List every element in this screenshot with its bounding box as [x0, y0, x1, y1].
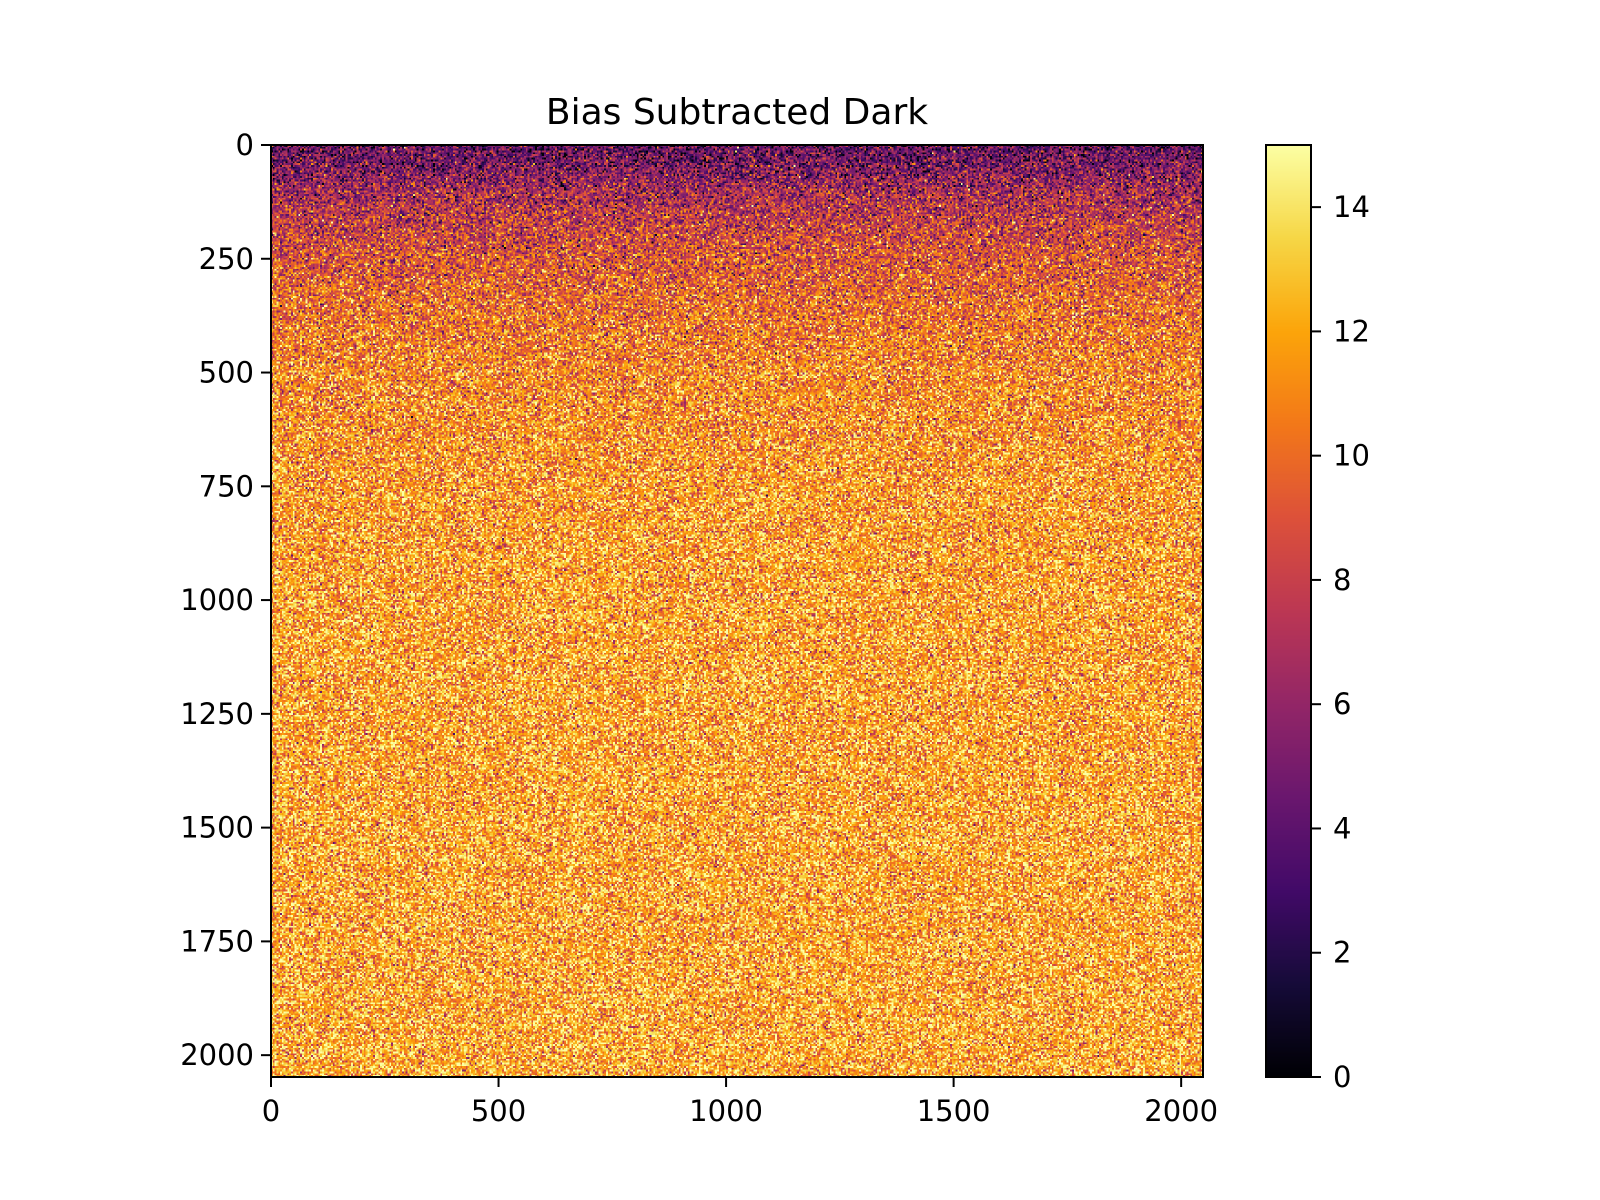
colorbar-border	[1265, 144, 1312, 1078]
x-axis: 0 500 1000 1500 2000	[262, 1077, 1218, 1128]
colorbar-tick-label: 2	[1333, 936, 1351, 970]
y-axis: 0 250 500 750 1000 1250 1500 1750 2000	[180, 128, 271, 1072]
y-tick-label: 1500	[180, 811, 254, 845]
colorbar: 0 2 4 6 8 10 12 14	[1265, 144, 1370, 1094]
y-tick-label: 0	[236, 128, 254, 162]
colorbar-axis: 0 2 4 6 8 10 12 14	[1311, 190, 1370, 1094]
x-tick-label: 500	[471, 1094, 526, 1128]
y-tick-label: 1750	[180, 924, 254, 958]
y-tick-label: 1250	[180, 697, 254, 731]
colorbar-tick-label: 8	[1333, 563, 1351, 597]
y-tick-label: 2000	[180, 1038, 254, 1072]
x-tick-label: 0	[262, 1094, 280, 1128]
colorbar-tick-label: 12	[1333, 314, 1370, 348]
main-axes-border	[270, 144, 1204, 1078]
colorbar-tick-label: 4	[1333, 811, 1351, 845]
y-tick-label: 1000	[180, 583, 254, 617]
colorbar-gradient	[1266, 145, 1311, 1077]
x-tick-label: 1500	[917, 1094, 991, 1128]
x-tick-label: 2000	[1144, 1094, 1218, 1128]
heatmap-image	[271, 145, 1203, 1077]
axes-frame	[270, 144, 1204, 1078]
chart-title: Bias Subtracted Dark	[546, 92, 928, 133]
colorbar-tick-label: 10	[1333, 439, 1370, 473]
x-tick-label: 1000	[689, 1094, 763, 1128]
colorbar-tick-label: 6	[1333, 687, 1351, 721]
y-tick-label: 500	[199, 356, 254, 390]
colorbar-tick-label: 14	[1333, 190, 1370, 224]
y-tick-label: 750	[199, 469, 254, 503]
y-tick-label: 250	[199, 242, 254, 276]
colorbar-tick-label: 0	[1333, 1060, 1351, 1094]
